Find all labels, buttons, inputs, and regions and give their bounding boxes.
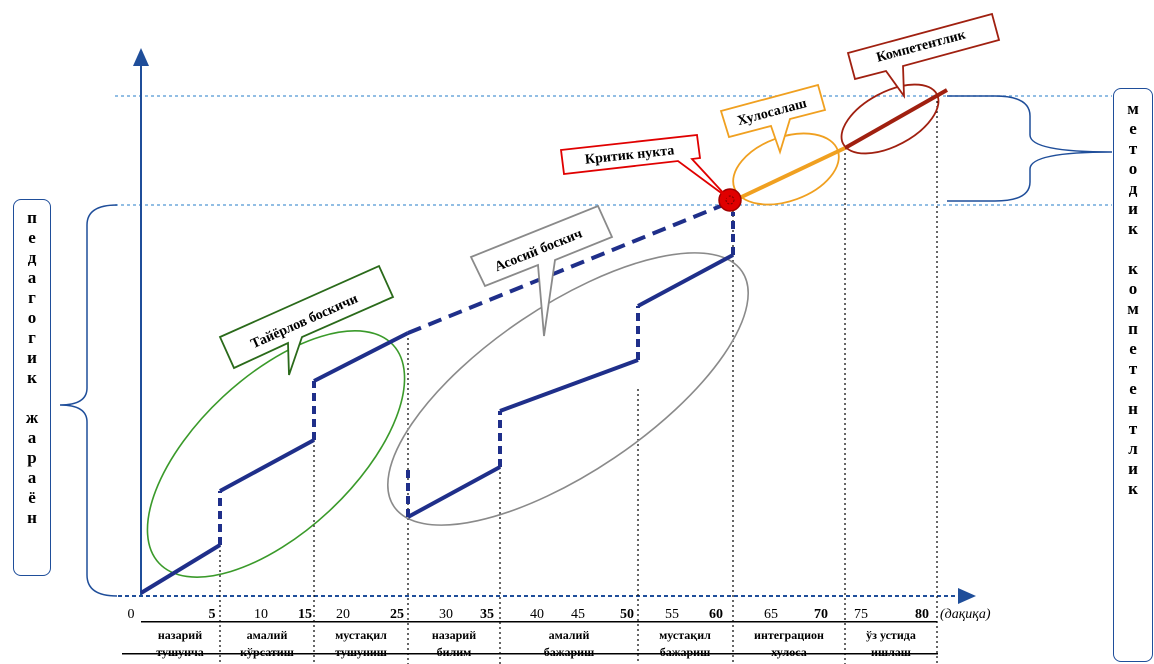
x-tick-label: 15 — [298, 607, 312, 622]
main-stage-ellipse — [387, 252, 749, 526]
phase-labels: назарий тушунча амалий кўрсатиш мустақил тушу… — [156, 628, 916, 659]
phase-label-line-2: тушунча — [156, 645, 204, 659]
x-tick-label: 80 — [915, 607, 929, 622]
left-brace — [59, 204, 118, 597]
x-tick-label: 20 — [336, 607, 350, 622]
vertical-letter: м — [1127, 99, 1139, 118]
phase-label-line-1: амалий — [247, 628, 288, 642]
vertical-letter: г — [28, 328, 36, 347]
phase-label-line-2: бажариш — [660, 645, 710, 659]
phase-label-line-2: ишлаш — [871, 645, 911, 659]
phase-label-line-1: назарий — [432, 628, 476, 642]
tick-strip — [141, 621, 937, 623]
vertical-letter: а — [27, 268, 37, 287]
x-tick-label: 10 — [254, 607, 268, 622]
x-tick-label: 0 — [128, 607, 135, 622]
vertical-letter: е — [1129, 119, 1137, 138]
phase-label-line-2: тушуниш — [335, 645, 387, 659]
vertical-letter: т — [1128, 419, 1138, 438]
x-tick-label: 55 — [665, 607, 679, 622]
vertical-letter: н — [27, 508, 37, 527]
vertical-letter: к — [1128, 259, 1138, 278]
preparation-stage-ellipse — [146, 330, 406, 578]
vertical-letter: м — [1127, 299, 1139, 318]
process-line — [139, 199, 735, 595]
x-tick-labels: 0 5 10 15 20 25 30 35 40 45 50 55 60 65 70 75 80 — [128, 607, 930, 622]
right-brace — [947, 95, 1113, 202]
vertical-letter: о — [1128, 279, 1138, 298]
x-axis-unit: (дақиқа) — [940, 607, 991, 622]
competence-callout: Компетентлик — [846, 12, 1001, 99]
vertical-letter: п — [27, 208, 37, 227]
x-tick-label: 35 — [480, 607, 494, 622]
preparation-callout: Тайёрлов боскичи — [218, 264, 395, 376]
x-tick-label: 60 — [709, 607, 723, 622]
vertical-letter: а — [27, 468, 37, 487]
main-callout: Асосий боскич — [469, 204, 614, 337]
phase-label-line-1: мустақил — [659, 628, 711, 642]
critical-point-marker-inner — [725, 195, 735, 205]
competence-line — [844, 88, 948, 150]
x-tick-label: 5 — [209, 607, 216, 622]
x-tick-label: 75 — [854, 607, 868, 622]
x-tick-label: 25 — [390, 607, 404, 622]
conclusion-line — [732, 146, 846, 203]
phase-label-line-1: мустақил — [335, 628, 387, 642]
phase-label-line-2: кўрсатиш — [240, 645, 294, 659]
vertical-letter: е — [1129, 339, 1137, 358]
vertical-letter: ж — [25, 408, 39, 427]
vertical-letter: к — [1128, 479, 1138, 498]
vertical-letter: т — [1128, 139, 1138, 158]
vertical-letter: д — [1128, 179, 1138, 198]
vertical-letter: а — [27, 428, 37, 447]
phase-label-line-1: назарий — [158, 628, 202, 642]
critical-callout: Критик нукта — [559, 134, 729, 199]
phase-strip — [122, 653, 938, 655]
x-tick-label: 65 — [764, 607, 778, 622]
vertical-letter: г — [28, 288, 36, 307]
phase-label-line-2: билим — [437, 645, 472, 659]
phase-label-line-2: бажариш — [544, 645, 594, 659]
vertical-letter: н — [1128, 399, 1138, 418]
conclusion-callout: Хулосалаш — [719, 83, 827, 155]
vertical-letter: и — [1128, 459, 1138, 478]
competence-ellipse — [840, 83, 940, 155]
phase-label-line-1: ўз устида — [866, 628, 916, 642]
x-tick-label: 50 — [620, 607, 634, 622]
vertical-letter: к — [27, 368, 37, 387]
vertical-letter: о — [27, 308, 37, 327]
x-tick-label: 40 — [530, 607, 544, 622]
phase-label-line-2: хулоса — [771, 645, 806, 659]
x-tick-label: 70 — [814, 607, 828, 622]
phase-label-line-1: амалий — [549, 628, 590, 642]
vertical-letter: т — [1128, 359, 1138, 378]
vertical-letter: п — [1128, 319, 1138, 338]
vertical-letter: е — [1129, 379, 1137, 398]
x-tick-label: 45 — [571, 607, 585, 622]
vertical-letter: к — [1128, 219, 1138, 238]
vertical-letter: е — [28, 228, 36, 247]
vertical-letter: и — [1128, 199, 1138, 218]
vertical-letter: ё — [28, 488, 36, 507]
phase-label-line-1: интеграцион — [754, 628, 824, 642]
vertical-letter: и — [27, 348, 37, 367]
vertical-letter: о — [1128, 159, 1138, 178]
vertical-letter: д — [27, 248, 37, 267]
vertical-letter: л — [1128, 439, 1138, 458]
x-tick-label: 30 — [439, 607, 453, 622]
vertical-letter: р — [27, 448, 37, 467]
